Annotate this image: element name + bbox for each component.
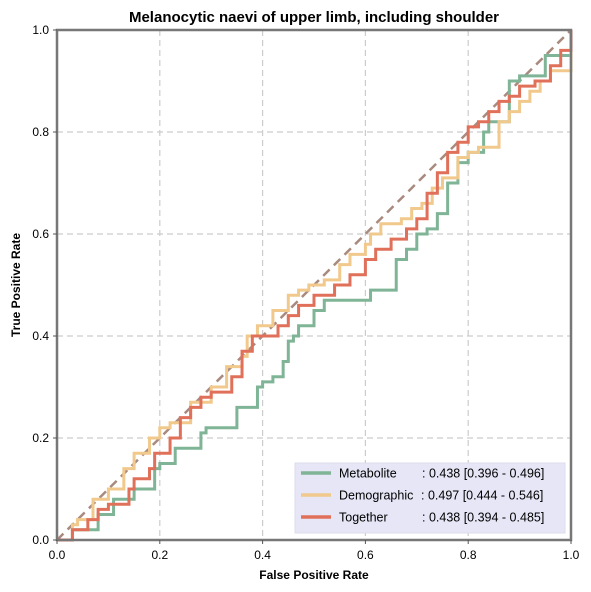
y-tick-label: 0.6 [32,227,49,241]
roc-curves [57,30,573,542]
legend: Metabolite : 0.438 [0.396 - 0.496] Demogra… [294,462,566,534]
plot-frame [55,28,573,542]
legend-box [294,462,566,534]
legend-auc-text: : 0.438 [0.394 - 0.485] [422,511,544,525]
y-axis-label: True Positive Rate [9,233,23,337]
roc-curve-demographic [57,30,573,542]
legend-auc-text: : 0.438 [0.396 - 0.496] [422,467,544,481]
y-tick-label: 0.2 [32,431,49,445]
x-tick-label: 0.2 [151,548,168,562]
legend-series-name: Together [339,511,388,525]
x-tick-label: 0.4 [254,548,271,562]
axis-ticks: 0.0 0.2 0.4 0.6 0.8 1.0 0.0 0.2 0.4 0.6 0.8 1.0 [32,23,579,562]
chart-title: Melanocytic naevi of upper limb, includi… [129,9,499,26]
x-axis-label: False Positive Rate [259,568,369,582]
legend-auc-text: : 0.497 [0.444 - 0.546] [421,489,543,503]
x-tick-label: 0.0 [49,548,66,562]
y-tick-label: 1.0 [32,23,49,37]
y-tick-label: 0.4 [32,329,49,343]
y-tick-label: 0.8 [32,125,49,139]
x-tick-label: 1.0 [563,548,580,562]
roc-curve-together [57,30,573,542]
legend-series-name: Metabolite [339,467,397,481]
grid-lines [57,30,571,540]
y-tick-label: 0.0 [32,533,49,547]
legend-series-name: Demographic [339,489,413,503]
x-tick-label: 0.8 [460,548,477,562]
x-tick-label: 0.6 [357,548,374,562]
